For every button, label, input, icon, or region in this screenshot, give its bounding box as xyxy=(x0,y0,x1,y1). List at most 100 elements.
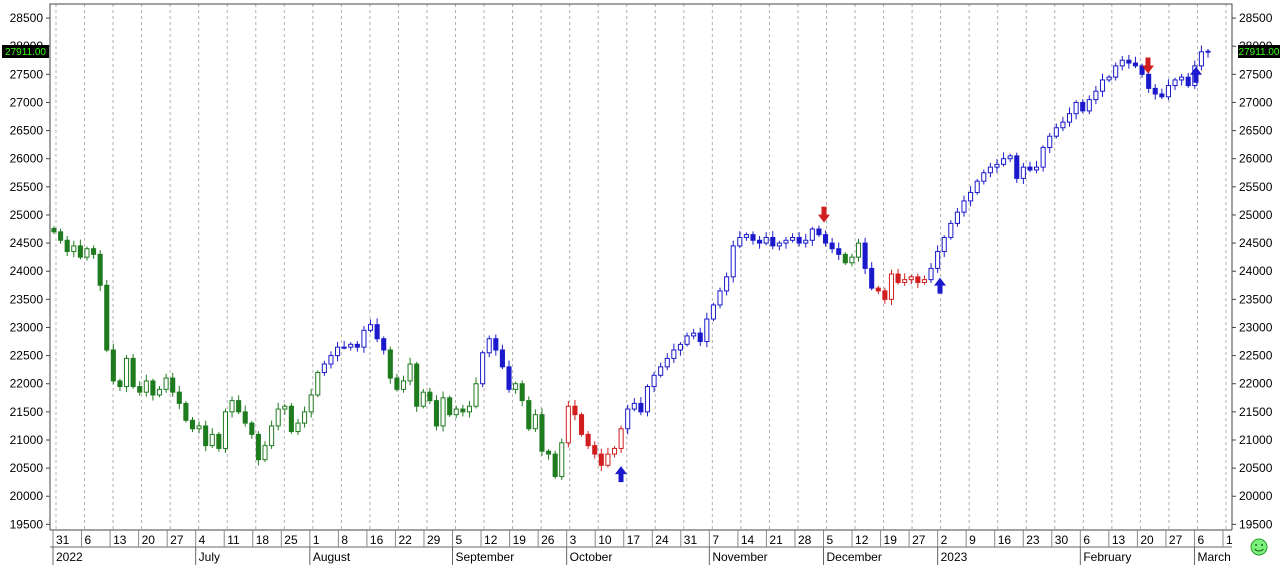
candle xyxy=(493,334,499,356)
x-day-label: 16 xyxy=(998,533,1012,547)
sell-arrow-icon xyxy=(1142,57,1154,74)
candle xyxy=(888,269,895,305)
x-month-label: October xyxy=(570,550,613,564)
candle-body xyxy=(763,236,769,244)
candle-body xyxy=(414,363,420,407)
candle-body xyxy=(888,273,895,300)
candle xyxy=(400,375,407,393)
candle-body xyxy=(1099,79,1106,92)
candle xyxy=(592,441,598,459)
candle xyxy=(565,400,571,448)
x-month-label: August xyxy=(313,550,351,564)
candle-body xyxy=(526,400,532,430)
y-tick-label-left: 27500 xyxy=(10,67,44,81)
candle xyxy=(724,272,730,296)
candle xyxy=(143,374,149,397)
candle-body xyxy=(921,279,927,283)
candle xyxy=(156,386,163,398)
candle-body xyxy=(1020,166,1026,179)
candle xyxy=(816,225,822,237)
candle xyxy=(763,232,769,246)
candle-body xyxy=(137,386,143,393)
candle-body xyxy=(308,394,314,413)
candle-body xyxy=(1066,113,1073,123)
candle-body xyxy=(783,239,789,244)
candle xyxy=(803,233,809,248)
candle xyxy=(255,431,261,466)
candle-body xyxy=(453,408,459,416)
candle xyxy=(730,240,736,283)
candle-body xyxy=(552,453,558,478)
y-tick-label-left: 23500 xyxy=(10,292,44,306)
x-day-label: 14 xyxy=(741,533,755,547)
candle xyxy=(677,342,684,356)
candle xyxy=(196,421,202,434)
candle-body xyxy=(724,276,730,292)
x-month-label: December xyxy=(826,550,881,564)
smiley-icon[interactable] xyxy=(1250,538,1268,556)
candle-body xyxy=(644,386,651,413)
candle xyxy=(968,186,974,207)
candle-body xyxy=(961,200,967,213)
candle-body xyxy=(394,377,400,390)
candle-body xyxy=(51,227,57,233)
candle xyxy=(473,377,479,409)
candle xyxy=(902,273,908,286)
candle-body xyxy=(58,231,64,241)
x-day-label: 10 xyxy=(598,533,612,547)
candle-body xyxy=(1172,79,1178,87)
x-day-label: 3 xyxy=(570,533,577,547)
candle xyxy=(288,402,294,434)
candle-body xyxy=(651,374,657,388)
candle xyxy=(183,401,189,423)
candle-body xyxy=(902,279,908,283)
x-day-label: 19 xyxy=(884,533,898,547)
candle xyxy=(1060,116,1066,132)
candle-body xyxy=(770,236,776,247)
x-day-label: 12 xyxy=(484,533,498,547)
candle xyxy=(341,340,347,350)
candle-body xyxy=(1152,87,1158,95)
y-tick-label-right: 25000 xyxy=(1239,208,1273,222)
candle-body xyxy=(829,242,835,250)
candle xyxy=(618,425,624,453)
candle-body xyxy=(862,242,868,269)
candle-body xyxy=(1119,59,1125,67)
candle xyxy=(644,384,651,417)
candle xyxy=(203,420,209,452)
candle xyxy=(447,395,453,417)
candle xyxy=(757,236,763,249)
candle-body xyxy=(836,248,842,255)
y-tick-label-left: 19500 xyxy=(10,517,44,531)
candle xyxy=(908,274,914,285)
candle xyxy=(130,354,136,389)
candle xyxy=(427,387,433,404)
y-tick-label-right: 22000 xyxy=(1239,377,1273,391)
candle-body xyxy=(882,290,888,300)
candle xyxy=(836,242,842,260)
candle xyxy=(862,237,868,275)
candle-body xyxy=(684,335,690,345)
candle xyxy=(948,220,954,240)
candle-body xyxy=(908,276,914,281)
candle-body xyxy=(97,253,103,286)
candle xyxy=(1179,73,1185,86)
y-tick-label-right: 20000 xyxy=(1239,489,1273,503)
candle-body xyxy=(513,383,519,390)
candle-body xyxy=(743,234,749,238)
y-tick-label-left: 25500 xyxy=(10,180,44,194)
candle-body xyxy=(1040,146,1046,168)
candle-body xyxy=(367,324,374,331)
y-tick-label-left: 27000 xyxy=(10,95,44,109)
candle-body xyxy=(704,318,710,343)
candle xyxy=(961,195,967,217)
candle xyxy=(869,262,875,291)
x-axis-month-labels: 2022 July August September October November De… xyxy=(52,547,1231,565)
candle-body xyxy=(1034,166,1040,171)
candle xyxy=(387,346,393,384)
x-day-label: 21 xyxy=(769,533,783,547)
candle xyxy=(433,395,440,431)
candle xyxy=(1093,85,1099,105)
candle-body xyxy=(335,346,341,357)
candle xyxy=(783,237,789,249)
